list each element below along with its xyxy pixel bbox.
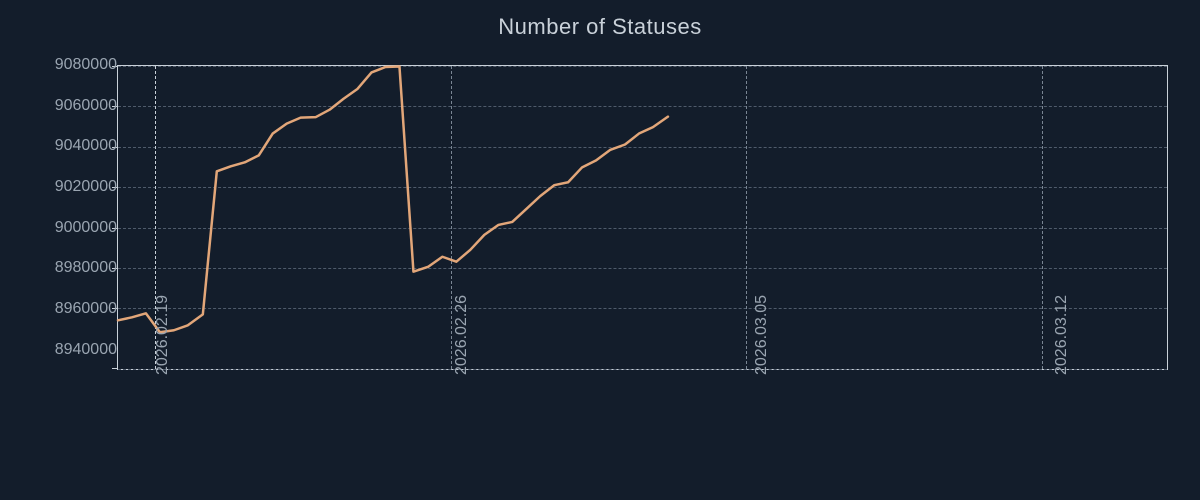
chart-container: Number of Statuses 9080000 9060000 90400… — [0, 0, 1200, 500]
chart-title: Number of Statuses — [0, 14, 1200, 40]
x-axis-label: 2026.03.12 — [1053, 295, 1071, 375]
x-axis-label: 2026.02.19 — [154, 295, 172, 375]
line-chart-svg — [118, 66, 1167, 369]
y-axis-label: 9000000 — [22, 219, 117, 237]
y-axis-label: 9080000 — [22, 56, 117, 74]
y-axis-label: 9040000 — [22, 137, 117, 155]
gridline-horizontal — [118, 369, 1167, 370]
plot-area — [117, 65, 1168, 370]
y-axis-label: 8980000 — [22, 259, 117, 277]
y-axis-label: 8940000 — [22, 341, 117, 359]
y-axis-label: 9020000 — [22, 178, 117, 196]
y-axis-label: 9060000 — [22, 97, 117, 115]
x-axis-label: 2026.03.05 — [753, 295, 771, 375]
x-axis-label: 2026.02.26 — [453, 295, 471, 375]
y-axis-label: 8960000 — [22, 300, 117, 318]
